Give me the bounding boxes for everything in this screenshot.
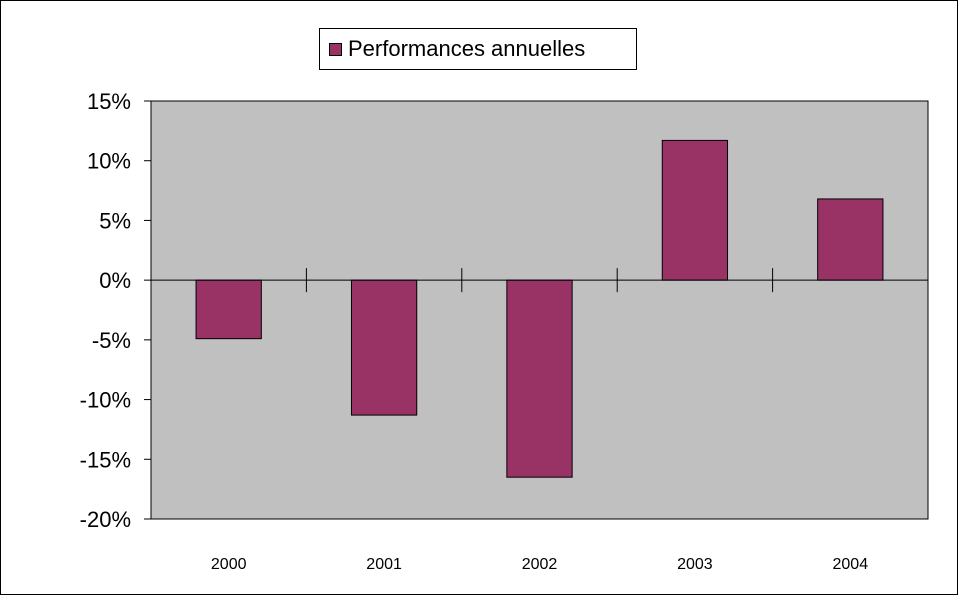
x-tick-label: 2002 [522, 556, 558, 573]
y-tick-label: -10% [80, 388, 131, 413]
bar [195, 279, 262, 340]
bar [661, 139, 729, 281]
y-tick-label: 5% [99, 208, 131, 233]
y-tick-label: -15% [80, 447, 131, 472]
y-tick-label: -20% [80, 507, 131, 532]
x-tick-label: 2003 [677, 556, 713, 573]
bar [817, 198, 884, 281]
x-tick-label: 2004 [833, 556, 869, 573]
legend-swatch [329, 42, 342, 56]
bar [350, 279, 418, 416]
legend-label: Performances annuelles [348, 36, 586, 61]
bar [506, 279, 573, 478]
y-tick-label: 15% [87, 89, 131, 114]
y-tick-label: 0% [99, 268, 131, 293]
y-tick-label: 10% [87, 149, 131, 174]
legend: Performances annuelles [319, 28, 637, 70]
x-tick-label: 2000 [211, 556, 247, 573]
y-tick-label: -5% [92, 328, 131, 353]
x-tick-label: 2001 [366, 556, 402, 573]
